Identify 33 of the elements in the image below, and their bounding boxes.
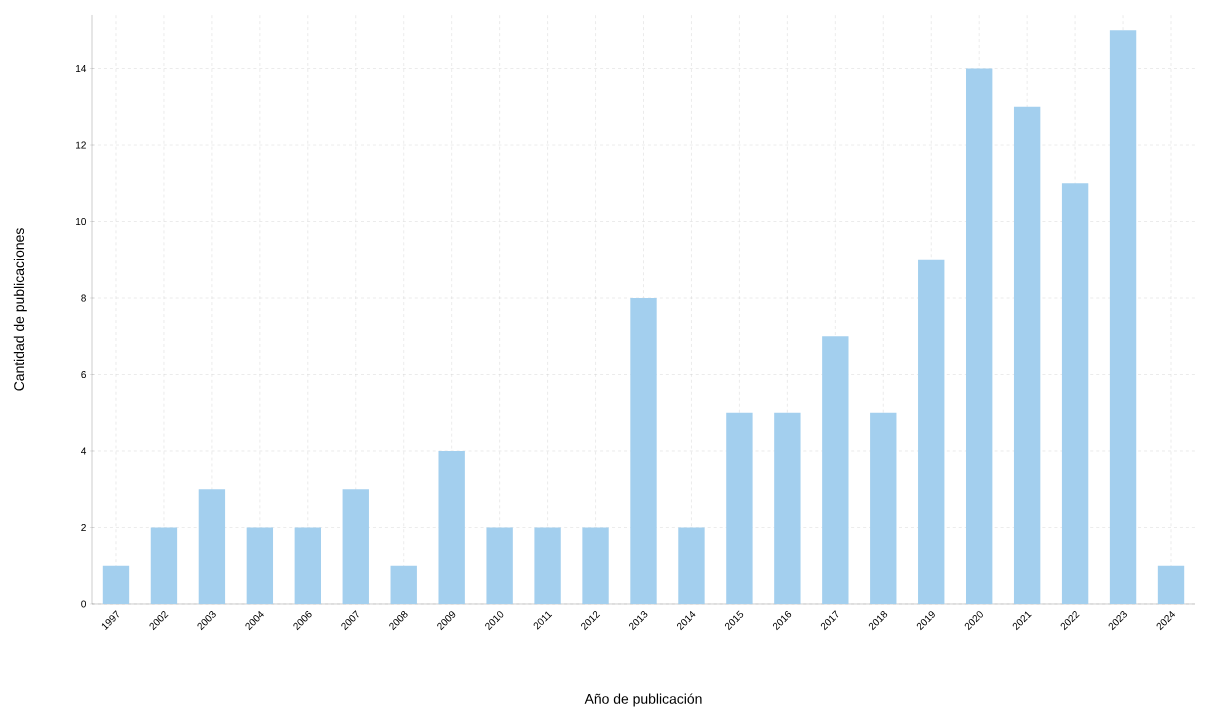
bar	[1013, 106, 1041, 604]
y-tick-label: 10	[76, 217, 86, 226]
bar	[198, 489, 226, 604]
bar	[246, 527, 274, 604]
bar	[726, 412, 753, 604]
bar	[486, 527, 513, 604]
y-tick-label: 2	[81, 524, 86, 531]
bar	[294, 527, 321, 604]
bar	[870, 412, 897, 604]
bar	[678, 527, 705, 604]
bar	[1061, 183, 1089, 604]
y-tick-label: 8	[81, 294, 86, 302]
bar	[918, 259, 945, 604]
bar	[582, 527, 609, 604]
bar	[390, 565, 417, 604]
y-tick-label: 0	[81, 600, 86, 608]
y-tick-label: 4	[81, 447, 87, 455]
bar	[966, 68, 993, 604]
y-tick-label: 14	[76, 65, 87, 72]
bar	[102, 565, 130, 604]
bar	[438, 451, 465, 604]
bar	[150, 527, 178, 604]
y-tick-label: 12	[76, 141, 86, 149]
bar	[774, 412, 801, 604]
x-axis-title: Año de publicación	[584, 693, 702, 707]
bar	[630, 298, 657, 604]
y-tick-label: 6	[81, 370, 86, 379]
bar	[1109, 30, 1137, 604]
y-axis-title: Cantidad de publicaciones	[13, 228, 27, 391]
bar	[342, 489, 369, 604]
bar	[534, 527, 561, 604]
bar	[1157, 565, 1185, 604]
bar	[822, 336, 849, 604]
